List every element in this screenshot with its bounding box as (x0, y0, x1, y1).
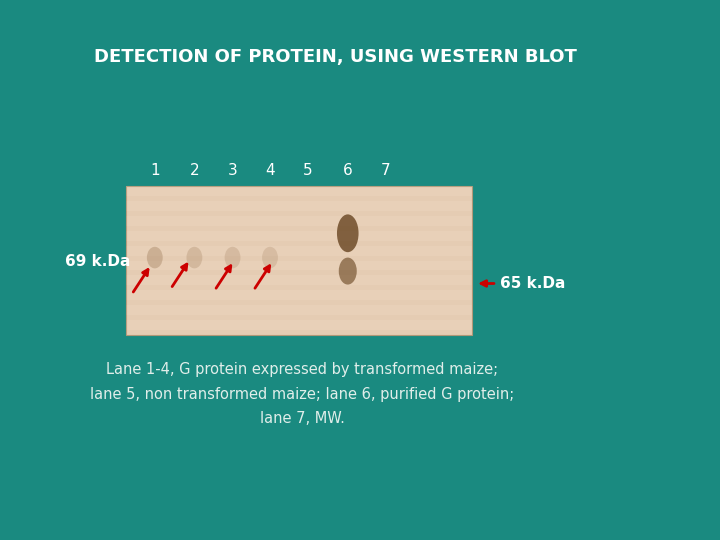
Text: lane 7, MW.: lane 7, MW. (260, 411, 345, 426)
Text: Lane 1-4, G protein expressed by transformed maize;: Lane 1-4, G protein expressed by transfo… (107, 362, 498, 377)
Bar (126, 231, 472, 236)
Bar (126, 196, 472, 201)
Bar (126, 211, 472, 216)
Bar (126, 206, 472, 211)
Text: 3: 3 (228, 163, 238, 178)
Bar (126, 310, 472, 315)
Bar (126, 186, 472, 335)
Bar (126, 255, 472, 260)
Bar (126, 261, 472, 266)
Bar (126, 241, 472, 246)
Bar (126, 275, 472, 280)
Bar (126, 320, 472, 325)
Bar (126, 191, 472, 196)
Bar (126, 285, 472, 291)
Bar (126, 271, 472, 275)
Bar (126, 221, 472, 226)
Text: 2: 2 (189, 163, 199, 178)
Bar (126, 226, 472, 231)
Bar (126, 246, 472, 251)
Text: 5: 5 (303, 163, 313, 178)
Ellipse shape (225, 247, 240, 268)
Text: DETECTION OF PROTEIN, USING WESTERN BLOT: DETECTION OF PROTEIN, USING WESTERN BLOT (94, 48, 577, 66)
Bar (126, 330, 472, 335)
Bar (126, 251, 472, 255)
Text: 65 k.Da: 65 k.Da (500, 276, 566, 291)
Ellipse shape (147, 247, 163, 268)
Bar (126, 315, 472, 320)
Text: 1: 1 (150, 163, 160, 178)
Text: 7: 7 (380, 163, 390, 178)
Text: 4: 4 (265, 163, 275, 178)
Ellipse shape (186, 247, 202, 268)
Text: lane 5, non transformed maize; lane 6, purified G protein;: lane 5, non transformed maize; lane 6, p… (90, 387, 515, 402)
Bar (126, 186, 472, 191)
Bar (126, 216, 472, 221)
Bar (126, 266, 472, 271)
Bar (126, 280, 472, 285)
Bar (126, 201, 472, 206)
Bar (126, 300, 472, 305)
Bar (126, 291, 472, 295)
Ellipse shape (339, 258, 357, 285)
Bar (126, 295, 472, 300)
Bar (126, 236, 472, 241)
Bar (126, 305, 472, 310)
Bar (126, 325, 472, 330)
Ellipse shape (262, 247, 278, 268)
Text: 69 k.Da: 69 k.Da (65, 254, 130, 269)
Ellipse shape (337, 214, 359, 252)
Text: 6: 6 (343, 163, 353, 178)
